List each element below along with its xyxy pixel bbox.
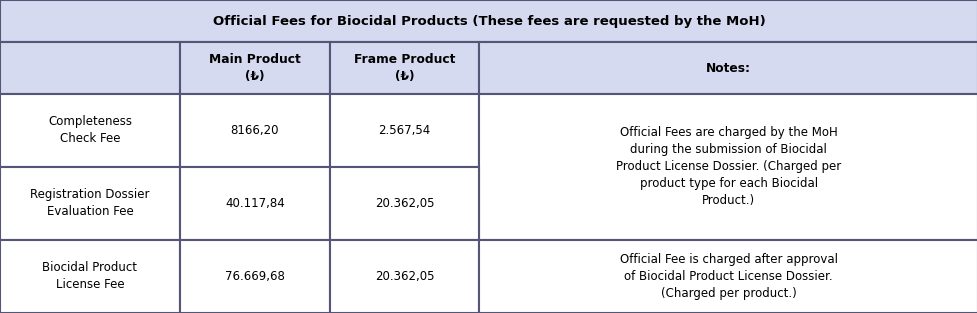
- Text: Official Fee is charged after approval
of Biocidal Product License Dossier.
(Cha: Official Fee is charged after approval o…: [619, 253, 836, 300]
- Bar: [180, 240, 329, 313]
- Bar: [0, 167, 180, 240]
- Text: 2.567,54: 2.567,54: [378, 124, 430, 137]
- Text: Frame Product
(₺): Frame Product (₺): [354, 53, 454, 83]
- Bar: [329, 240, 479, 313]
- Bar: [479, 94, 977, 240]
- Text: Completeness
Check Fee: Completeness Check Fee: [48, 115, 132, 145]
- Bar: [329, 167, 479, 240]
- Bar: [180, 167, 329, 240]
- Bar: [0, 0, 977, 42]
- Text: Official Fees are charged by the MoH
during the submission of Biocidal
Product L: Official Fees are charged by the MoH dur…: [616, 126, 840, 207]
- Bar: [180, 94, 329, 167]
- Text: 40.117,84: 40.117,84: [225, 197, 284, 210]
- Text: Main Product
(₺): Main Product (₺): [209, 53, 300, 83]
- Text: 76.669,68: 76.669,68: [225, 270, 284, 283]
- Text: 20.362,05: 20.362,05: [374, 270, 434, 283]
- Bar: [329, 42, 479, 94]
- Text: Official Fees for Biocidal Products (These fees are requested by the MoH): Official Fees for Biocidal Products (The…: [212, 15, 765, 28]
- Bar: [0, 240, 180, 313]
- Text: 8166,20: 8166,20: [231, 124, 278, 137]
- Bar: [180, 42, 329, 94]
- Bar: [479, 42, 977, 94]
- Text: 20.362,05: 20.362,05: [374, 197, 434, 210]
- Text: Notes:: Notes:: [705, 62, 750, 74]
- Bar: [329, 94, 479, 167]
- Text: Biocidal Product
License Fee: Biocidal Product License Fee: [42, 261, 138, 291]
- Text: Registration Dossier
Evaluation Fee: Registration Dossier Evaluation Fee: [30, 188, 149, 218]
- Bar: [479, 240, 977, 313]
- Bar: [0, 42, 180, 94]
- Bar: [0, 94, 180, 167]
